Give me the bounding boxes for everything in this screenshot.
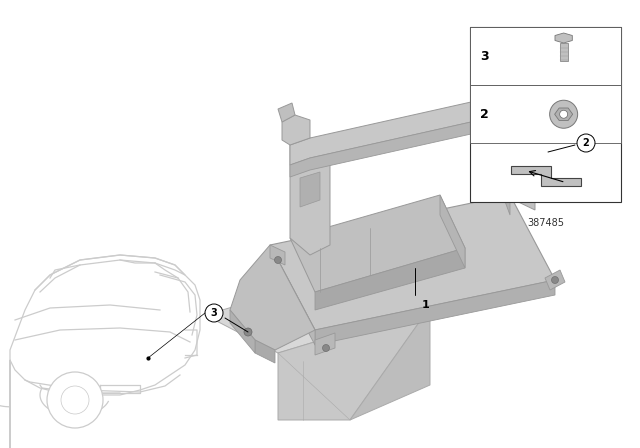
Polygon shape: [282, 115, 310, 145]
Polygon shape: [510, 108, 558, 158]
Bar: [470, 27, 621, 85]
Bar: [470, 85, 621, 143]
Polygon shape: [270, 245, 285, 265]
Polygon shape: [230, 310, 255, 353]
Bar: [470, 27, 621, 202]
Circle shape: [323, 345, 330, 352]
Text: 3: 3: [480, 49, 489, 63]
Polygon shape: [555, 108, 573, 121]
Text: 3: 3: [211, 308, 218, 318]
Polygon shape: [315, 248, 465, 310]
Circle shape: [47, 372, 103, 428]
Text: 2: 2: [480, 108, 489, 121]
Polygon shape: [278, 103, 295, 122]
Polygon shape: [270, 245, 315, 345]
Polygon shape: [290, 138, 330, 255]
Polygon shape: [300, 172, 320, 207]
Polygon shape: [511, 167, 580, 186]
Polygon shape: [480, 120, 510, 215]
Polygon shape: [205, 270, 430, 353]
Polygon shape: [315, 280, 555, 345]
Circle shape: [577, 134, 595, 152]
Polygon shape: [350, 307, 430, 420]
Bar: [559, 43, 568, 61]
Polygon shape: [315, 333, 335, 355]
Polygon shape: [290, 120, 505, 177]
Circle shape: [550, 100, 578, 128]
Polygon shape: [545, 152, 562, 172]
Polygon shape: [278, 307, 430, 420]
Polygon shape: [440, 195, 465, 268]
Circle shape: [61, 386, 89, 414]
Polygon shape: [230, 245, 315, 350]
Text: 2: 2: [582, 138, 589, 148]
Polygon shape: [545, 270, 565, 290]
Text: 387485: 387485: [527, 218, 564, 228]
Polygon shape: [270, 195, 555, 330]
Polygon shape: [10, 255, 200, 448]
Polygon shape: [555, 33, 572, 43]
Circle shape: [205, 304, 223, 322]
Text: 1: 1: [422, 300, 429, 310]
Circle shape: [559, 110, 568, 118]
Polygon shape: [290, 195, 465, 292]
Circle shape: [244, 328, 252, 336]
Polygon shape: [255, 340, 275, 363]
Polygon shape: [290, 100, 510, 165]
Polygon shape: [480, 100, 535, 210]
Circle shape: [552, 276, 559, 284]
Circle shape: [275, 257, 282, 263]
